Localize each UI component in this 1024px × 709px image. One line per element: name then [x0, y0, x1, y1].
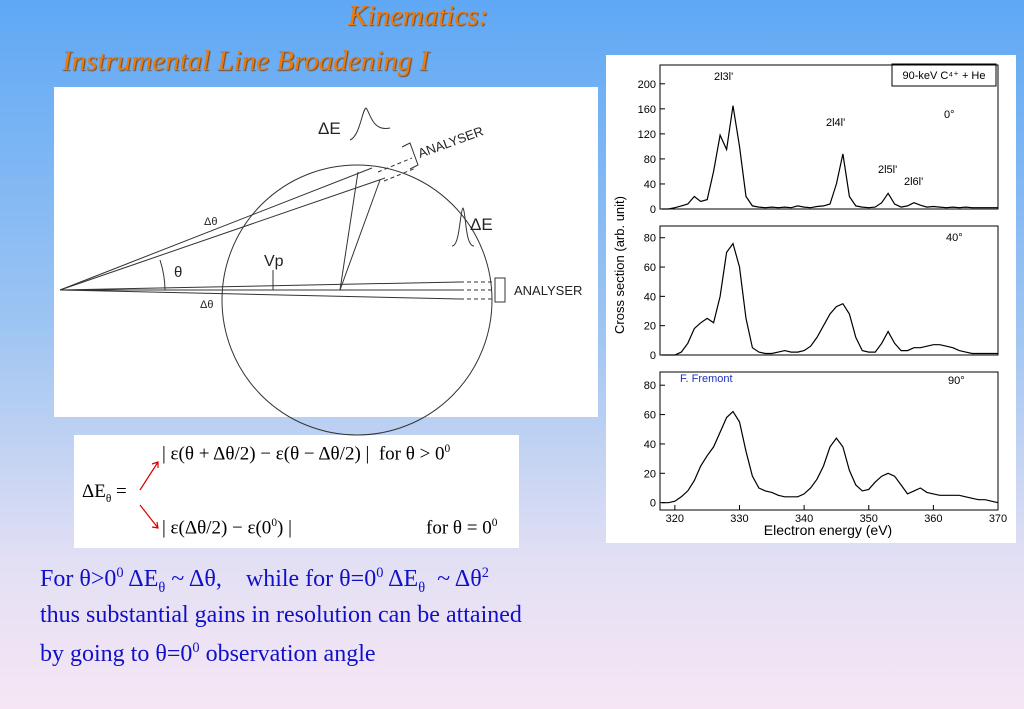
annotation: 2l6l' — [904, 176, 923, 188]
annotation: 2l5l' — [878, 164, 897, 176]
peak — [349, 107, 391, 141]
ray — [339, 179, 381, 291]
y-tick-label: 120 — [638, 129, 656, 141]
annotation: 90° — [948, 375, 965, 387]
x-tick-label: 340 — [795, 513, 813, 525]
diagram-label: Δθ — [204, 216, 217, 228]
ray — [59, 167, 373, 291]
title-line: Kinematics: — [348, 0, 489, 32]
formula-arrows — [139, 461, 159, 529]
annotation: 2l4l' — [826, 117, 845, 129]
caption-line: thus substantial gains in resolution can… — [40, 602, 522, 628]
diagram-labels: ΔE ANALYSER Δθ θ Vp Δθ ΔE ANALYSER — [174, 119, 582, 311]
y-tick-label: 40 — [644, 439, 656, 451]
arrow — [139, 461, 159, 491]
x-tick-label: 370 — [989, 513, 1007, 525]
peak — [451, 207, 475, 247]
diagram-label: ANALYSER — [514, 283, 582, 298]
circle — [221, 164, 493, 436]
ray — [339, 171, 359, 291]
annotation: 2l3l' — [714, 71, 733, 83]
diagram-label: ANALYSER — [416, 123, 485, 160]
chart-title: 90-keV C⁴⁺ + He — [903, 70, 986, 82]
y-tick-label: 0 — [650, 498, 656, 510]
y-tick-label: 20 — [644, 321, 656, 333]
y-tick-label: 160 — [638, 104, 656, 116]
spectrum-line — [661, 105, 998, 210]
diagram-label: ΔE — [318, 119, 341, 138]
x-axis-label: Electron energy (eV) — [764, 522, 892, 538]
caption-line: For θ>00 ΔEθ ~ Δθ, while for θ=00 ΔEθ ~ … — [40, 565, 489, 596]
title-line: Instrumental Line Broadening I — [62, 45, 430, 77]
analyser — [401, 142, 419, 170]
dash — [383, 167, 417, 182]
diagram-label: ΔE — [470, 215, 493, 234]
angle-arc — [159, 259, 166, 291]
plot-frame — [659, 64, 999, 210]
y-tick-label: 60 — [644, 262, 656, 274]
diagram-drawing — [59, 107, 506, 436]
analyser — [494, 277, 506, 303]
y-tick-label: 0 — [650, 204, 656, 216]
y-tick-label: 200 — [638, 79, 656, 91]
ray — [59, 289, 461, 300]
diagram-panel — [54, 87, 598, 417]
arrow — [139, 504, 159, 529]
diagram-label: Δθ — [200, 299, 213, 311]
annotation: F. Fremont — [680, 373, 733, 385]
formula-case: | ε(Δθ/2) − ε(00) | — [162, 517, 292, 539]
ray — [59, 281, 461, 291]
y-tick-label: 80 — [644, 233, 656, 245]
y-tick-label: 20 — [644, 468, 656, 480]
annotation: 0° — [944, 109, 955, 121]
dash — [377, 157, 413, 173]
spectrum-line — [661, 242, 998, 356]
formula-case: | ε(θ + Δθ/2) − ε(θ − Δθ/2) | for θ > 00 — [162, 443, 451, 465]
x-tick-label: 360 — [924, 513, 942, 525]
y-tick-label: 80 — [644, 380, 656, 392]
legend-box — [891, 63, 997, 87]
y-tick-label: 40 — [644, 179, 656, 191]
x-tick-label: 330 — [730, 513, 748, 525]
diagram-label: Vp — [264, 253, 284, 270]
caption-line: by going to θ=00 observation angle — [40, 640, 376, 667]
chart-panel — [606, 55, 1016, 543]
annotation: 40° — [946, 232, 963, 244]
y-tick-label: 80 — [644, 154, 656, 166]
y-tick-label: 0 — [650, 350, 656, 362]
x-tick-label: 350 — [860, 513, 878, 525]
y-axis-label: Cross section (arb. unit) — [612, 196, 627, 334]
y-tick-label: 60 — [644, 410, 656, 422]
y-tick-label: 40 — [644, 291, 656, 303]
plot-frame — [659, 225, 999, 356]
x-tick-label: 320 — [666, 513, 684, 525]
plot-frame — [659, 371, 999, 511]
formula-condition: for θ = 00 — [426, 517, 498, 539]
ray — [59, 177, 386, 291]
spectrum-line — [661, 410, 999, 504]
formula-lhs: ΔEθ = — [82, 481, 127, 505]
formula: ΔEθ = | ε(θ + Δθ/2) − ε(θ − Δθ/2) | for … — [74, 435, 519, 548]
diagram-label: θ — [174, 264, 182, 281]
